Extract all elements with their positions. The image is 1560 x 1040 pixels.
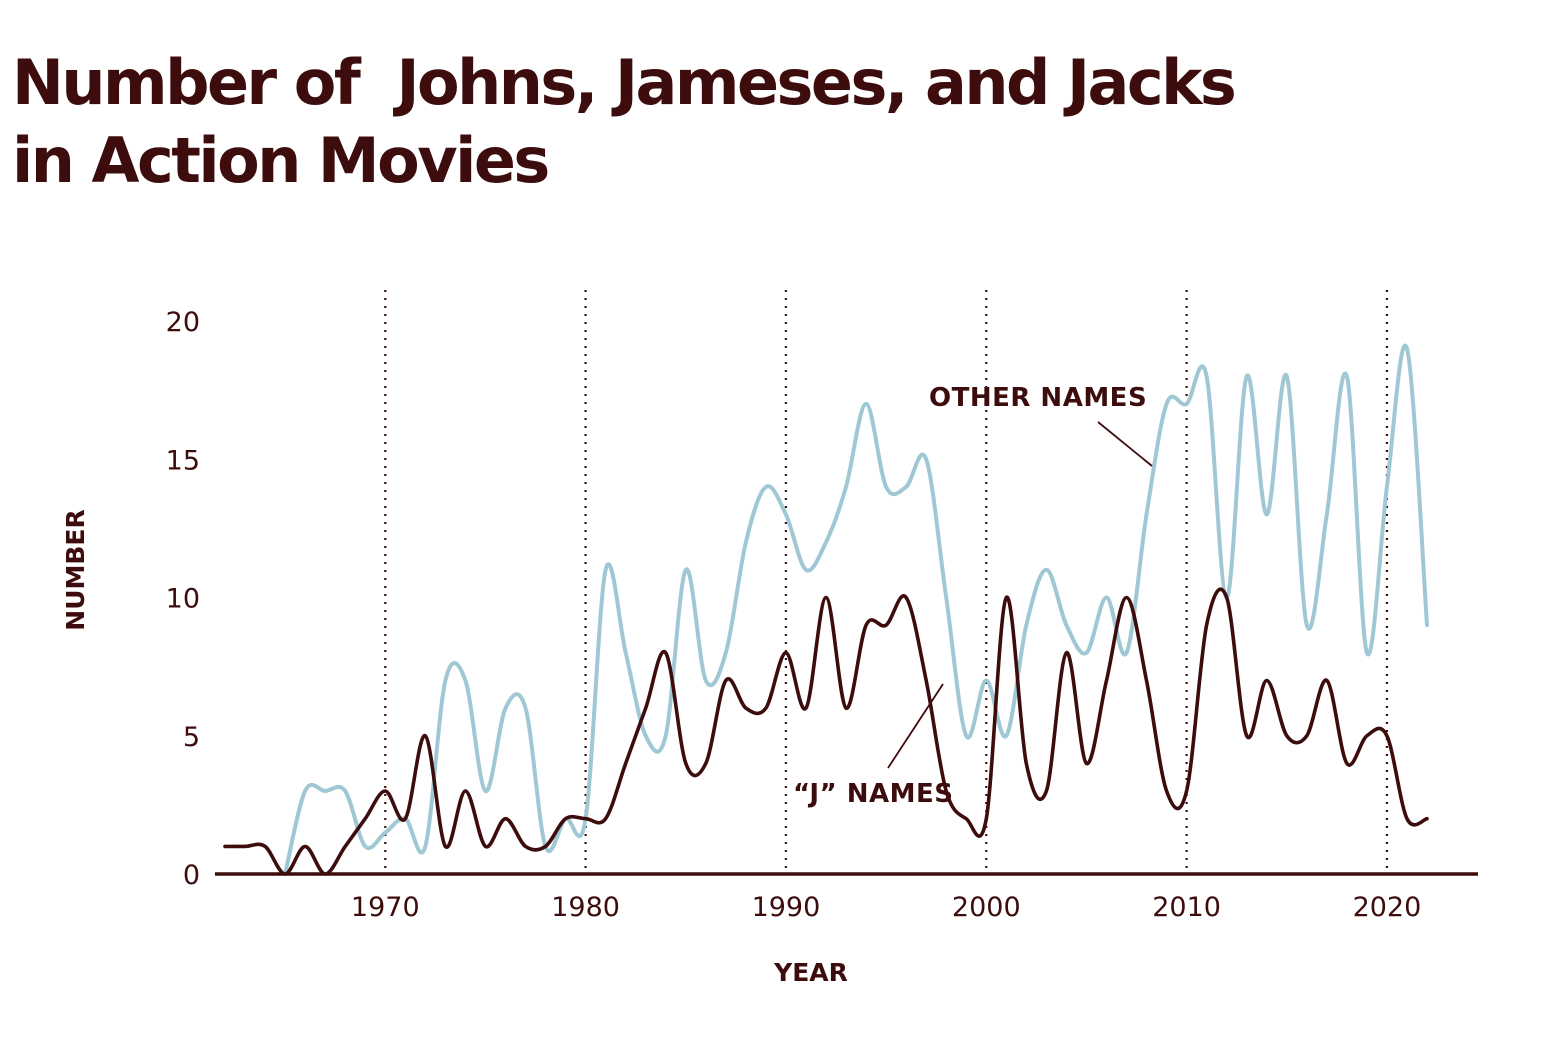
x-tick-1970: 1970 [351, 892, 420, 923]
chart-title-line-2: in Action Movies [12, 124, 550, 197]
y-axis-label: NUMBER [61, 509, 90, 630]
chart-title-line-1: Number of Johns, Jameses, and Jacks [12, 46, 1237, 119]
series-j-names [223, 587, 1429, 876]
y-tick-labels: 0 5 10 15 20 [166, 307, 200, 891]
annotation-other-names: OTHER NAMES [929, 383, 1147, 413]
x-tick-labels: 1970 1980 1990 2000 2010 2020 [351, 892, 1421, 923]
series-annotations: OTHER NAMES “J” NAMES [793, 383, 1153, 809]
y-tick-15: 15 [166, 445, 200, 476]
x-tick-1990: 1990 [752, 892, 821, 923]
other-names-line [283, 343, 1429, 876]
x-tick-2000: 2000 [952, 892, 1021, 923]
x-tick-1980: 1980 [551, 892, 620, 923]
x-tick-2020: 2020 [1353, 892, 1422, 923]
y-tick-5: 5 [183, 722, 200, 753]
y-tick-10: 10 [166, 584, 200, 615]
decade-gridlines [384, 290, 1389, 874]
j-names-line [223, 587, 1429, 876]
x-axis-label: YEAR [773, 958, 848, 987]
series-other-names [283, 343, 1429, 876]
annotation-other-names-leader [1097, 421, 1153, 467]
x-tick-2010: 2010 [1152, 892, 1221, 923]
annotation-j-names-leader [887, 683, 944, 769]
y-tick-20: 20 [166, 307, 200, 338]
y-tick-0: 0 [183, 860, 200, 891]
chart-title: Number of Johns, Jameses, and Jacks in A… [12, 44, 1237, 200]
annotation-j-names: “J” NAMES [793, 779, 953, 809]
